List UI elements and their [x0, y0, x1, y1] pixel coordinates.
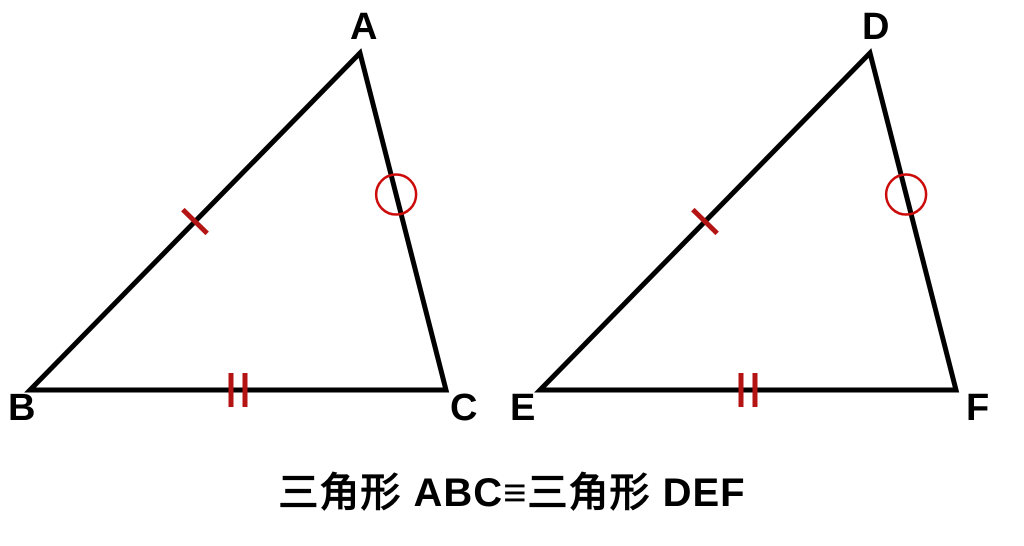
vertex-label-C: C: [450, 387, 477, 429]
vertex-label-A: A: [350, 6, 377, 48]
vertex-label-F: F: [966, 387, 989, 429]
vertex-label-B: B: [8, 387, 35, 429]
vertex-label-D: D: [862, 6, 889, 48]
triangle-right: [540, 53, 956, 390]
congruence-caption: 三角形 ABC≡三角形 DEF: [0, 460, 1024, 518]
vertex-label-E: E: [510, 387, 535, 429]
triangle-left: [30, 53, 446, 390]
